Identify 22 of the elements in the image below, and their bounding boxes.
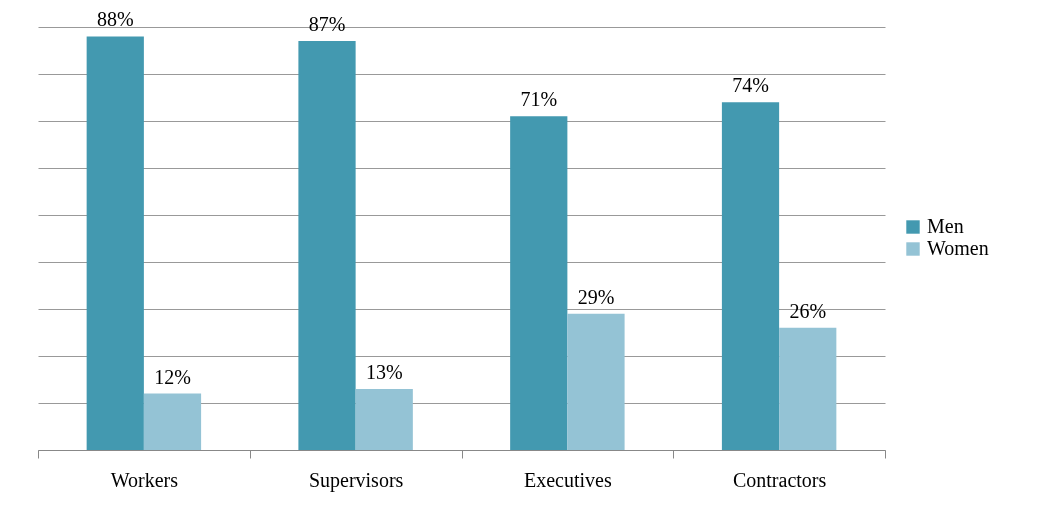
bar: [86, 36, 144, 450]
bar: [779, 327, 837, 450]
x-tick-label: Executives: [524, 468, 612, 491]
bar: [355, 388, 413, 450]
bar: [298, 41, 356, 450]
data-label: 88%: [96, 8, 134, 31]
data-label: 13%: [365, 360, 403, 383]
data-label: 26%: [789, 299, 827, 322]
legend-label: Women: [927, 237, 989, 259]
bar: [567, 313, 625, 450]
bar: [510, 116, 568, 450]
data-label: 12%: [154, 365, 191, 388]
data-label: 29%: [577, 285, 615, 308]
x-tick-label: Supervisors: [308, 468, 404, 492]
bar: [143, 393, 202, 450]
data-label: 74%: [732, 74, 769, 97]
x-tick-label: Workers: [110, 468, 179, 491]
x-tick-label: Contractors: [732, 468, 827, 491]
data-label: 71%: [520, 88, 558, 111]
bar: [721, 102, 780, 450]
data-label: 87%: [308, 13, 346, 36]
legend-label: Men: [927, 215, 964, 237]
